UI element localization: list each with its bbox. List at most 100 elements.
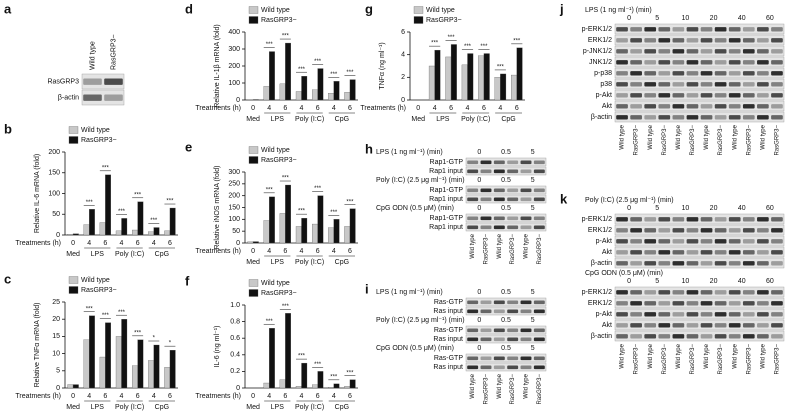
blot-band (644, 60, 657, 65)
blot-band (700, 228, 713, 233)
legend-label: RasGRP3− (261, 290, 297, 297)
time-label: 5 (655, 205, 659, 212)
bar (349, 79, 356, 101)
row-label: Ras-GTP (434, 355, 464, 362)
significance: *** (134, 192, 142, 198)
blot-band (728, 104, 741, 109)
group-label: CpG (501, 116, 515, 123)
blot-strip (614, 100, 785, 112)
blot-strip (465, 166, 547, 176)
blot-band (700, 115, 713, 120)
blot-band (630, 49, 642, 54)
legend-swatch (413, 16, 424, 24)
column-label: Wild type (470, 373, 476, 398)
bar (137, 201, 144, 236)
row-label: Rap1-GTP (430, 215, 464, 222)
blot-band (507, 300, 519, 305)
row-label: Ras-GTP (434, 299, 464, 306)
blot-band (700, 290, 713, 295)
blot-band (742, 228, 755, 233)
blot-band (644, 228, 657, 233)
bar (312, 384, 318, 389)
row-label: Akt (602, 249, 612, 256)
time-label: 5 (655, 278, 659, 285)
blot-band (533, 337, 545, 342)
blot-band (714, 60, 727, 65)
blot-band (616, 60, 628, 65)
blot-band (644, 239, 657, 244)
significance: *** (314, 186, 322, 192)
x-tick-label: 4 (152, 393, 156, 400)
group-label: CpG (335, 116, 349, 123)
row-label: p-p38 (594, 70, 612, 77)
group-label: Poly (I:C) (295, 259, 324, 266)
column-label: Wild type (676, 124, 682, 149)
blot-band (714, 38, 727, 43)
blot-band (700, 60, 713, 65)
blot-band (672, 60, 685, 65)
significance: *** (346, 370, 354, 376)
blot-band (616, 49, 628, 54)
significance: *** (86, 306, 94, 312)
blot-strip (465, 157, 547, 167)
blot-band (757, 27, 769, 32)
blot-band (658, 115, 671, 120)
row-label: β-actin (591, 260, 612, 267)
blot-band (672, 115, 685, 120)
blot-strip (614, 330, 785, 342)
group-label: Med (246, 404, 260, 411)
blot-band (630, 301, 642, 306)
column-label: Wild type (524, 373, 530, 398)
blot-band (742, 250, 755, 255)
column-label: RasGRP3− (634, 344, 640, 375)
blot-band (644, 323, 657, 328)
significance: *** (298, 354, 306, 360)
blot-band (742, 323, 755, 328)
x-tick-label: 6 (103, 393, 107, 400)
group-label: LPS (271, 404, 285, 411)
blot-band (630, 71, 642, 76)
significance: *** (346, 199, 354, 205)
blot-band (520, 160, 532, 165)
blot-band (658, 301, 671, 306)
bar (89, 315, 95, 389)
condition-label: LPS (1 ng ml⁻¹) (min) (585, 7, 652, 14)
time-label: 5 (531, 345, 535, 352)
column-label: RasGRP3− (537, 234, 543, 265)
blot-band (658, 82, 671, 87)
blot-band (728, 82, 741, 87)
blot-band (714, 82, 727, 87)
legend-label: RasGRP3− (261, 17, 297, 24)
row-label: β-actin (591, 114, 612, 121)
time-label: 5 (531, 205, 535, 212)
blot-band (686, 60, 699, 65)
blot-band (757, 82, 769, 87)
blot-band (672, 323, 685, 328)
blot-band (757, 290, 769, 295)
blot-band (630, 239, 642, 244)
blot-band (507, 225, 519, 230)
blot-band (686, 49, 699, 54)
blot-band (757, 115, 769, 120)
blot-band (700, 312, 713, 317)
blot-band (771, 261, 783, 266)
blot-strip (614, 78, 785, 90)
x-tick-label: 0 (416, 105, 420, 112)
condition-label: CpG ODN (0.5 μM) (min) (585, 270, 663, 277)
bar (312, 223, 318, 244)
blot-band (728, 239, 741, 244)
blot-band (520, 300, 532, 305)
blot-band (658, 261, 671, 266)
blot-strip (614, 56, 785, 68)
blot-strip (614, 89, 785, 101)
blot-strip (465, 306, 547, 316)
column-label: RasGRP3− (746, 125, 752, 156)
blot-band (644, 104, 657, 109)
blot-band (771, 239, 783, 244)
y-tick-label: 200 (228, 193, 240, 200)
blot-band (520, 197, 532, 202)
blot-band (728, 93, 741, 98)
bar (349, 208, 356, 244)
blot-band (644, 27, 657, 32)
